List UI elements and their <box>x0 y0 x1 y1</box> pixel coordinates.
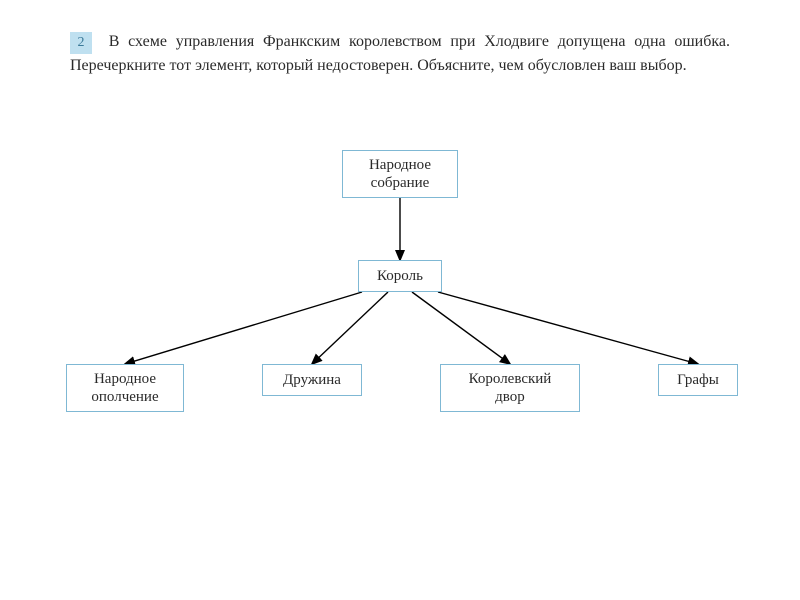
edge-king-militia <box>125 292 362 364</box>
question-number-badge: 2 <box>70 32 92 54</box>
edge-king-court <box>412 292 510 364</box>
diagram-node-court: Королевскийдвор <box>440 364 580 412</box>
diagram-node-militia: Народноеополчение <box>66 364 184 412</box>
diagram-node-top: Народноесобрание <box>342 150 458 198</box>
governance-diagram: Народноесобрание Король Народноеополчение Д… <box>52 150 748 450</box>
question-paragraph: 2 В схеме управления Франкским королевст… <box>70 30 730 77</box>
diagram-node-druzh: Дружина <box>262 364 362 396</box>
question-block: 2 В схеме управления Франкским королевст… <box>70 30 730 77</box>
edge-king-druzh <box>312 292 388 364</box>
diagram-node-counts: Графы <box>658 364 738 396</box>
edge-king-counts <box>438 292 698 364</box>
diagram-node-king: Король <box>358 260 442 292</box>
question-text-content: В схеме управления Франкским королевство… <box>70 33 730 74</box>
